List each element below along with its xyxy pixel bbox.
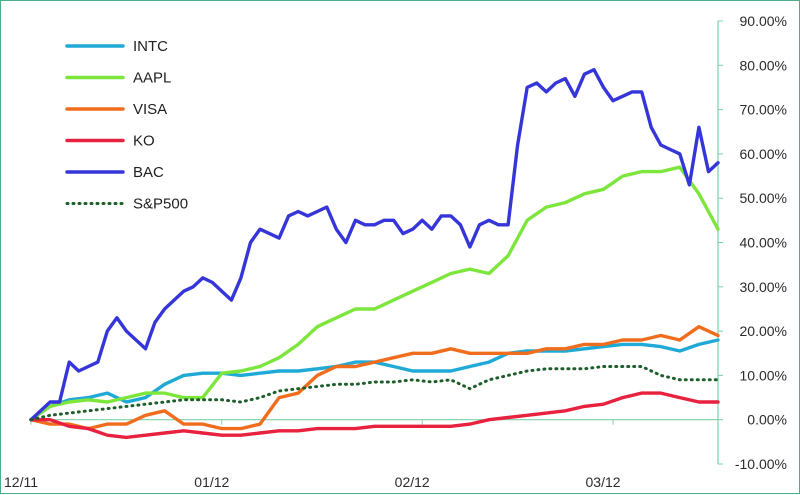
legend: INTC AAPL VISA KO BAC S&P500 [65,38,188,213]
y-tick-label: 90.00% [740,13,787,29]
series-line-bac [29,67,720,422]
series-line-sp500 [29,365,720,422]
series-line-ko [29,391,720,440]
series-lines [29,67,720,440]
y-tick-label: 10.00% [740,367,787,383]
y-tick-label: 30.00% [740,279,787,295]
y-tick-label: 80.00% [740,57,787,73]
y-tick-label: 50.00% [740,190,787,206]
x-tick-label: 03/12 [586,474,621,490]
legend-label: AAPL [133,70,171,87]
x-axis: 12/11 01/12 02/12 03/12 [4,419,718,490]
series-line-intc [29,338,720,422]
y-tick-label: 20.00% [740,323,787,339]
y-tick-label: 70.00% [740,102,787,118]
series-line-aapl [29,165,720,422]
x-tick-label: 12/11 [4,474,38,490]
x-tick-label: 02/12 [395,474,430,490]
legend-label: BAC [133,164,164,181]
y-tick-label: 0.00% [747,412,787,428]
y-tick-label: 40.00% [740,235,787,251]
legend-label: VISA [133,101,167,118]
legend-label: INTC [133,38,168,55]
x-tick-label: 01/12 [194,474,229,490]
legend-label: S&P500 [133,196,188,213]
y-tick-label: 60.00% [740,146,787,162]
y-tick-label: -10.00% [735,456,787,472]
legend-label: KO [133,133,155,150]
y-axis: -10.00% 0.00% 10.00% 20.00% 30.00% 40.00% 50.0… [717,13,787,472]
series-line-visa [29,325,720,431]
